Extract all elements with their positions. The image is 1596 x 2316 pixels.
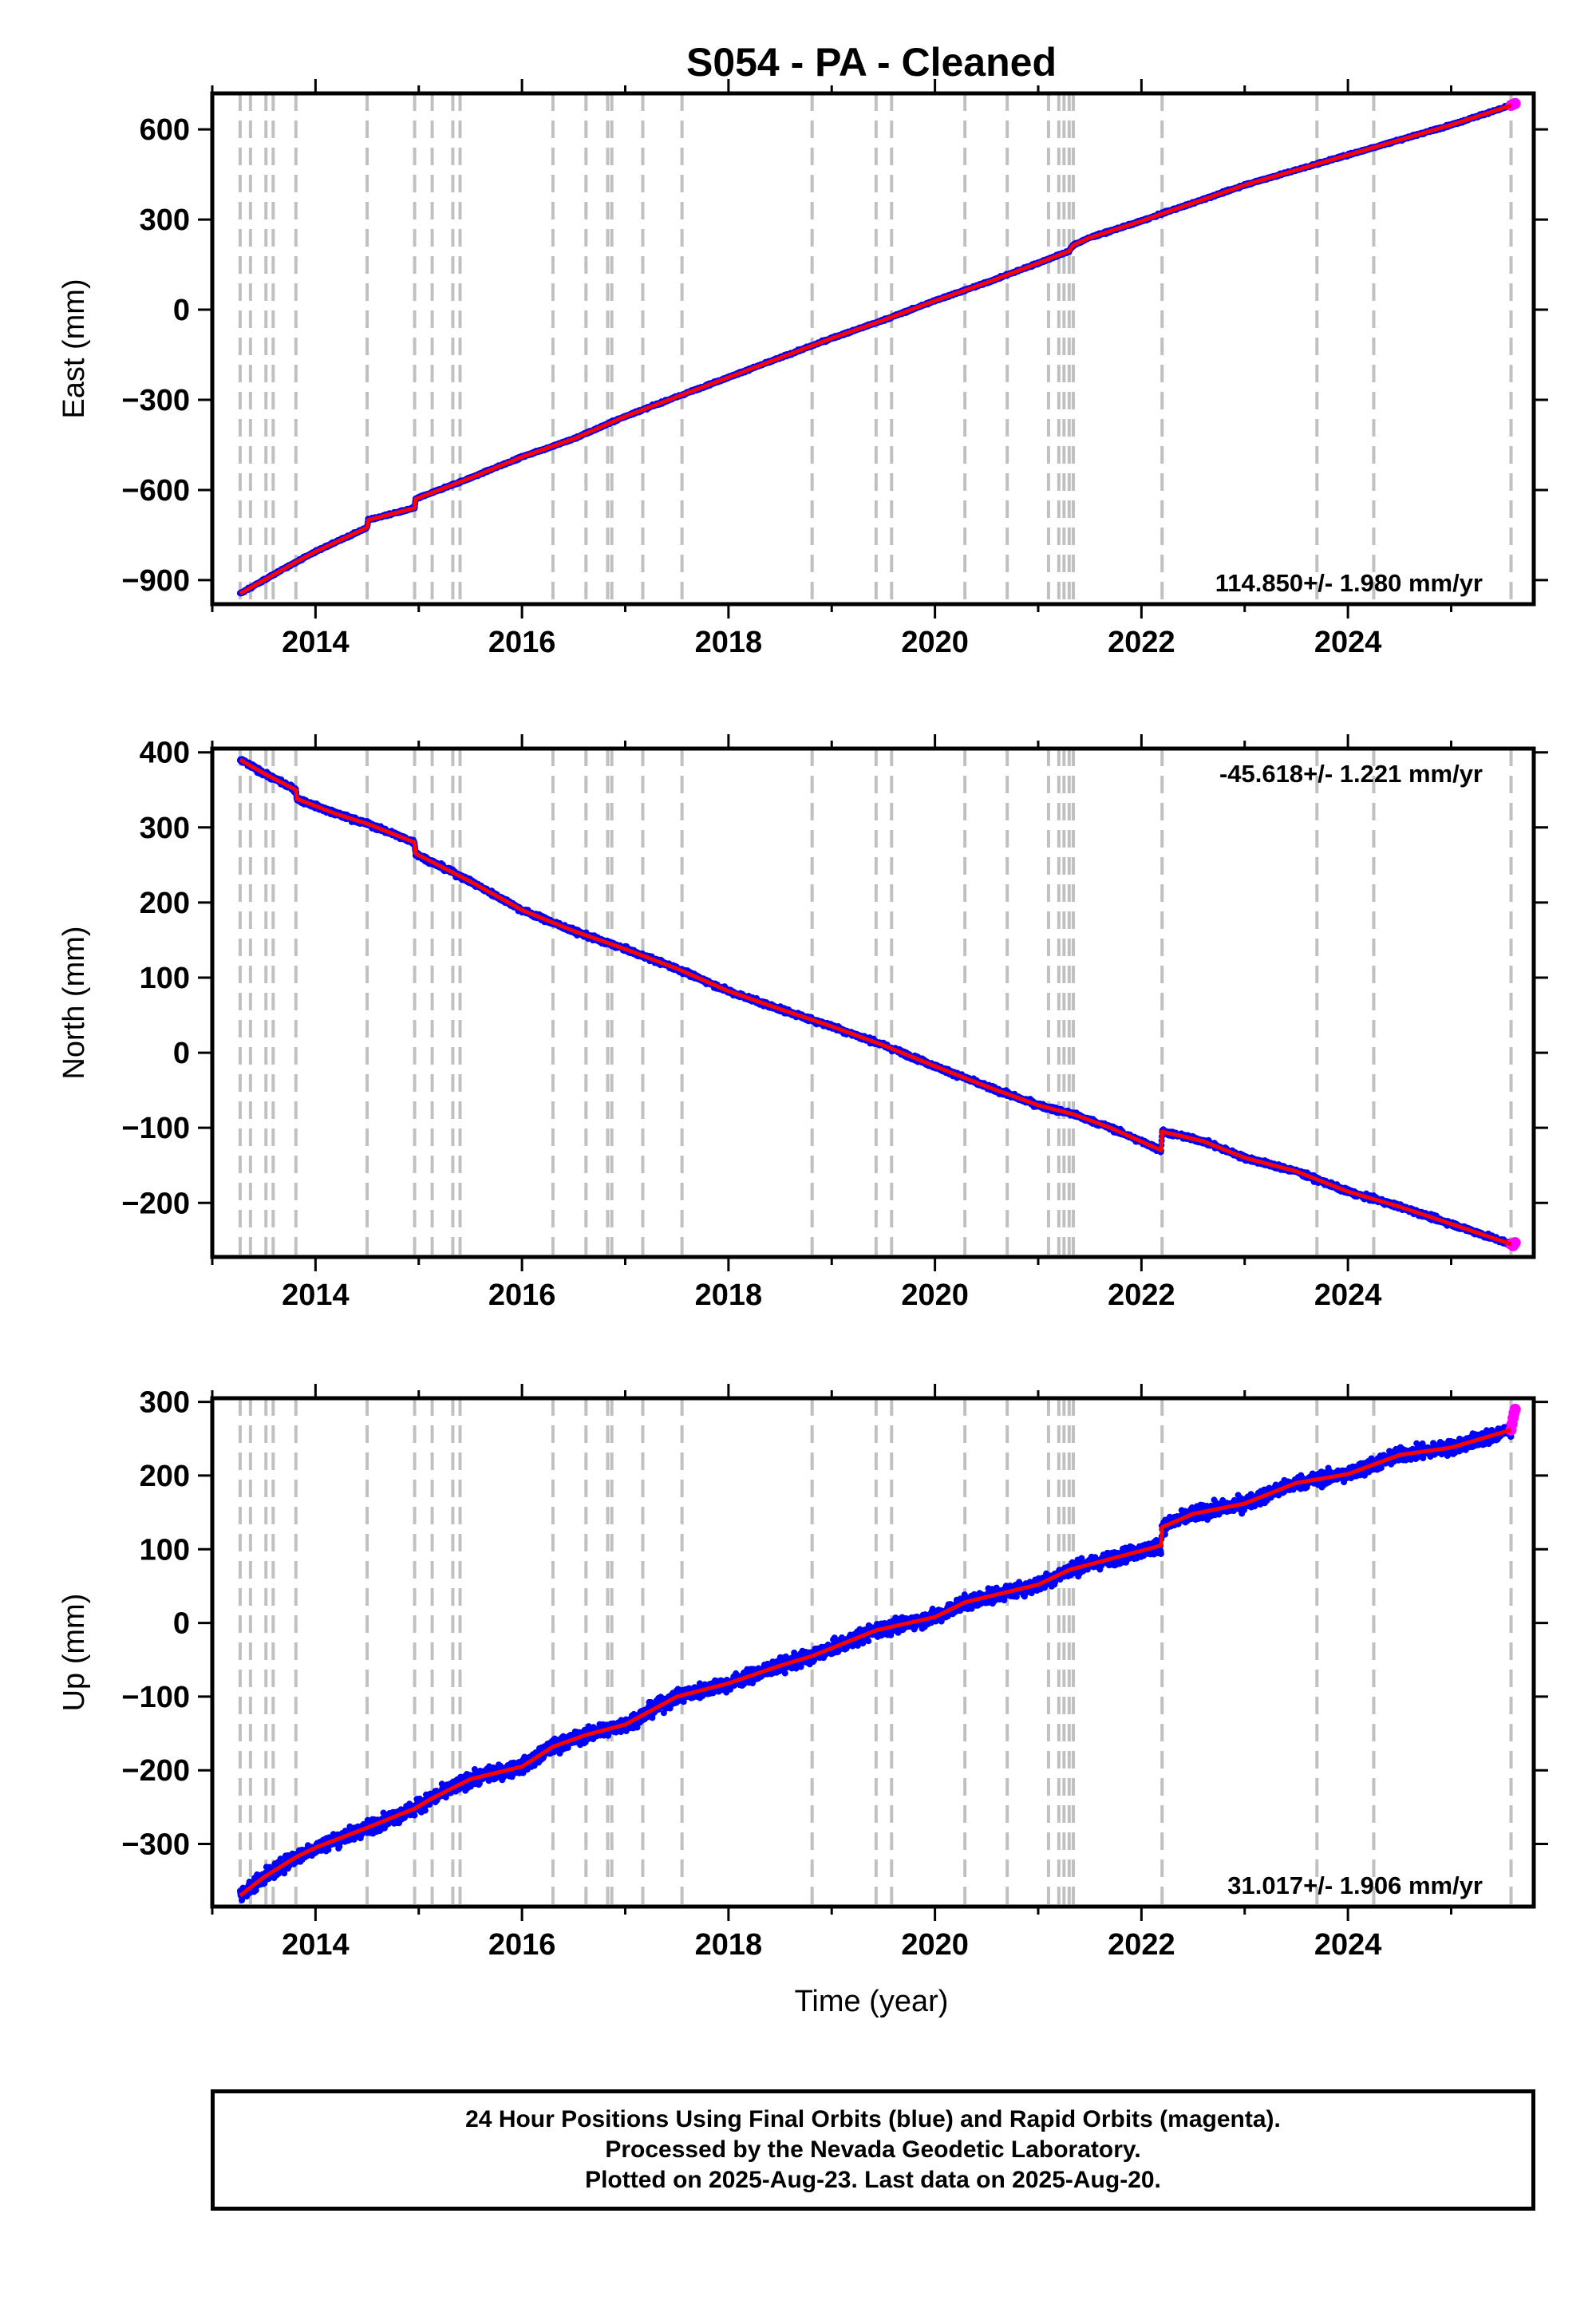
y-tick-label: 300 bbox=[140, 204, 190, 237]
x-tick-label: 2020 bbox=[901, 1279, 969, 1312]
rapid-orbit-point bbox=[1509, 1237, 1521, 1249]
footer-line-processed: Processed by the Nevada Geodetic Laborat… bbox=[605, 2136, 1141, 2163]
velocity-label: 31.017+/- 1.906 mm/yr bbox=[1227, 1871, 1483, 1899]
model-fit-line bbox=[239, 757, 1512, 1247]
model-fit-line bbox=[239, 103, 1512, 595]
y-axis-label: North (mm) bbox=[57, 926, 91, 1079]
y-tick-label: −100 bbox=[121, 1681, 190, 1714]
x-tick-label: 2018 bbox=[695, 1279, 763, 1312]
x-tick-label: 2024 bbox=[1314, 626, 1382, 659]
y-tick-label: −300 bbox=[121, 1828, 190, 1862]
velocity-label: -45.618+/- 1.221 mm/yr bbox=[1219, 760, 1483, 788]
x-tick-label: 2016 bbox=[488, 626, 556, 659]
x-tick-label: 2024 bbox=[1314, 1928, 1382, 1962]
y-tick-label: 0 bbox=[173, 1037, 190, 1070]
panel-up: 2014 2016 2018 2020 2022 2024 300 200 100 0 −100 −2… bbox=[57, 1384, 1548, 1962]
y-tick-label: −300 bbox=[121, 384, 190, 417]
x-tick-label: 2020 bbox=[901, 1928, 969, 1962]
footer-line-orbits: 24 Hour Positions Using Final Orbits (bl… bbox=[465, 2106, 1281, 2132]
y-tick-label: 400 bbox=[140, 737, 190, 770]
x-tick-label: 2022 bbox=[1108, 1279, 1175, 1312]
plot-frame bbox=[210, 1396, 1536, 1909]
panel-north: 2014 2016 2018 2020 2022 2024 400 300 200 100 0 −10… bbox=[57, 734, 1548, 1312]
x-tick-label: 2014 bbox=[282, 626, 350, 659]
y-tick-label: −200 bbox=[121, 1754, 190, 1788]
x-tick-label: 2020 bbox=[901, 626, 969, 659]
y-tick-label: 200 bbox=[140, 1460, 190, 1493]
chart-title: S054 - PA - Cleaned bbox=[686, 40, 1057, 85]
panel-east: 2014 2016 2018 2020 2022 2024 600 300 0 −300 −600 −… bbox=[57, 79, 1548, 659]
y-axis-label: Up (mm) bbox=[57, 1594, 91, 1712]
plot-area bbox=[236, 93, 1521, 604]
y-tick-label: 300 bbox=[140, 812, 190, 845]
y-tick-label: −100 bbox=[121, 1112, 190, 1145]
plot-frame bbox=[210, 91, 1536, 607]
plot-area bbox=[236, 1398, 1521, 1907]
footer-box: 24 Hour Positions Using Final Orbits (bl… bbox=[211, 2089, 1535, 2211]
x-tick-label: 2024 bbox=[1314, 1279, 1382, 1312]
y-tick-label: −200 bbox=[121, 1187, 190, 1220]
plot-area bbox=[236, 749, 1521, 1257]
y-axis-label: East (mm) bbox=[57, 279, 91, 418]
y-tick-label: 0 bbox=[173, 294, 190, 327]
x-axis-label: Time (year) bbox=[795, 1985, 949, 2018]
plot-frame bbox=[210, 746, 1536, 1259]
y-tick-label: −600 bbox=[121, 474, 190, 508]
y-tick-label: 300 bbox=[140, 1386, 190, 1420]
rapid-orbit-point bbox=[1509, 97, 1521, 109]
x-tick-label: 2022 bbox=[1108, 1928, 1175, 1962]
y-tick-label: 0 bbox=[173, 1607, 190, 1641]
final-orbit-points bbox=[236, 756, 1515, 1248]
x-tick-label: 2018 bbox=[695, 1928, 763, 1962]
footer-line-dates: Plotted on 2025-Aug-23. Last data on 202… bbox=[585, 2167, 1161, 2193]
model-fit-line bbox=[239, 1428, 1512, 1898]
x-tick-label: 2016 bbox=[488, 1928, 556, 1962]
x-tick-label: 2014 bbox=[282, 1279, 350, 1312]
x-tick-label: 2016 bbox=[488, 1279, 556, 1312]
x-tick-label: 2022 bbox=[1108, 626, 1175, 659]
y-tick-label: 100 bbox=[140, 962, 190, 995]
y-tick-label: −900 bbox=[121, 564, 190, 598]
x-tick-label: 2014 bbox=[282, 1928, 350, 1962]
y-tick-label: 100 bbox=[140, 1533, 190, 1567]
rapid-orbit-point bbox=[1509, 1403, 1521, 1415]
y-tick-label: 200 bbox=[140, 887, 190, 920]
y-tick-label: 600 bbox=[140, 113, 190, 147]
velocity-label: 114.850+/- 1.980 mm/yr bbox=[1215, 569, 1483, 597]
x-tick-label: 2018 bbox=[695, 626, 763, 659]
